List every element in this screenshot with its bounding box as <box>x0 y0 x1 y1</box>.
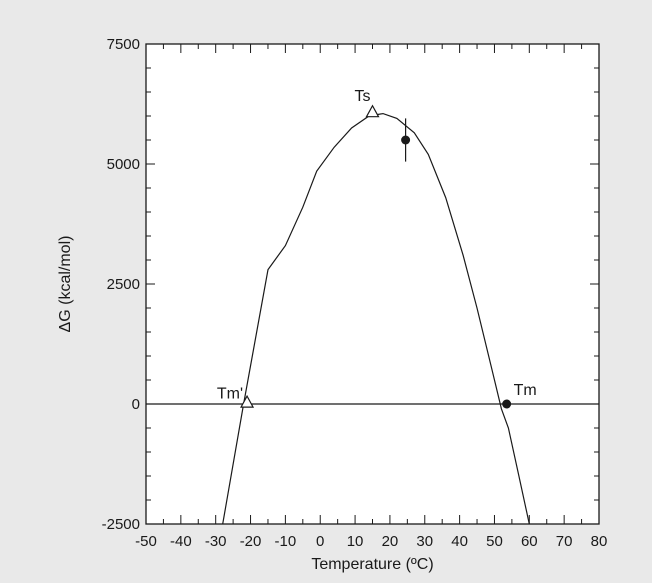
y-tick-label: 5000 <box>107 156 140 173</box>
triangle-marker <box>365 104 380 118</box>
x-tick-label: -20 <box>240 533 262 550</box>
x-tick-label: 10 <box>347 533 364 550</box>
marker-label: Tm <box>514 382 537 399</box>
y-tick-label: 2500 <box>107 276 140 293</box>
x-tick-label: 40 <box>451 533 468 550</box>
x-tick-label: 30 <box>416 533 433 550</box>
x-tick-label: 80 <box>591 533 608 550</box>
x-tick-label: -30 <box>205 533 227 550</box>
triangle-marker <box>240 394 255 408</box>
x-tick-label: 50 <box>486 533 503 550</box>
x-tick-label: 0 <box>316 533 324 550</box>
marker-label: Tm' <box>217 386 243 403</box>
y-tick-label: -2500 <box>102 516 140 533</box>
circle-marker <box>401 135 411 145</box>
x-tick-label: -40 <box>170 533 192 550</box>
x-tick-label: 20 <box>382 533 399 550</box>
y-tick-label: 0 <box>132 396 140 413</box>
plot-area <box>145 43 600 525</box>
x-tick-label: 70 <box>556 533 573 550</box>
x-tick-label: -50 <box>135 533 157 550</box>
circle-marker <box>502 399 512 409</box>
marker-label: Ts <box>355 88 371 105</box>
x-tick-label: 60 <box>521 533 538 550</box>
y-tick-label: 7500 <box>107 36 140 53</box>
x-axis-title: Temperature (ºC) <box>311 556 433 573</box>
delta-g-curve <box>222 112 530 525</box>
y-axis-title: ΔG (kcal/mol) <box>57 236 74 333</box>
x-tick-label: -10 <box>275 533 297 550</box>
